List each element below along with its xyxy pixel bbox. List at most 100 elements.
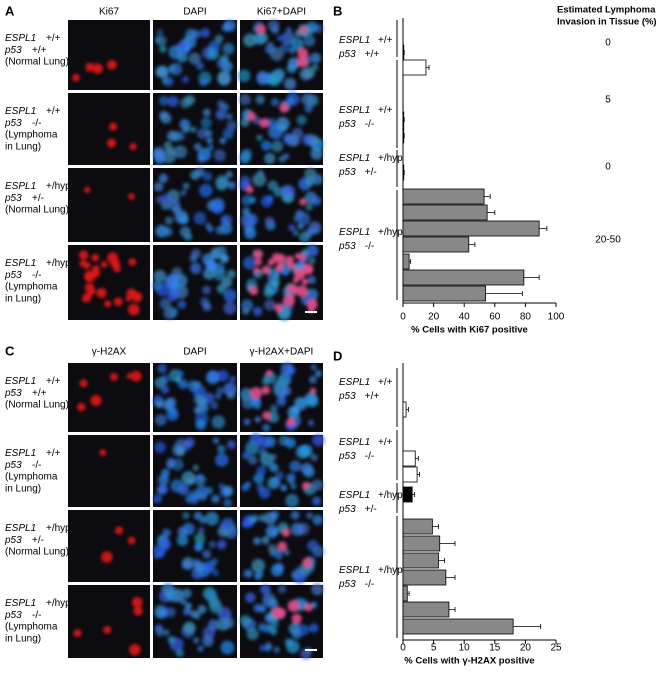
nucleus [154, 414, 167, 426]
stained-cell [291, 613, 302, 624]
cells [241, 432, 325, 508]
invasion-value: 0 [605, 38, 611, 49]
bar [402, 236, 470, 253]
column-title: Ki67+DAPI [257, 7, 306, 18]
nucleus [270, 47, 284, 62]
nucleus [154, 441, 166, 453]
cells [152, 437, 236, 508]
nucleus [191, 248, 201, 259]
stained-cell [246, 185, 254, 194]
nucleus [197, 474, 205, 482]
genotype: +/hyp [46, 523, 71, 534]
error-bar [513, 624, 542, 629]
nucleus [168, 45, 183, 60]
stained-cell [79, 379, 88, 388]
stained-cell [84, 282, 95, 293]
bar [402, 253, 410, 270]
nucleus [221, 217, 228, 224]
nucleus [226, 391, 236, 400]
nucleus [158, 95, 169, 106]
genotype-label: p53 +/+ [338, 391, 379, 402]
stained-cell [72, 73, 80, 82]
genotype-label: ESPL1 +/+ [5, 376, 61, 387]
cells [239, 167, 323, 243]
invasion-value: 5 [605, 95, 611, 106]
nucleus [268, 19, 280, 32]
nucleus [268, 598, 279, 609]
bar [402, 486, 413, 503]
genotype-label: ESPL1 +/+ [339, 437, 393, 448]
stained-cell [131, 597, 143, 608]
nucleus [216, 386, 224, 395]
nucleus [190, 126, 197, 133]
genotype: +/+ [365, 391, 380, 402]
micrograph-bg [68, 20, 150, 90]
nucleus [152, 280, 163, 291]
micrograph [239, 583, 324, 660]
nucleus [306, 539, 319, 552]
genotype: +/- [32, 535, 44, 546]
stained-cell [294, 253, 301, 260]
genotype-label: p53 +/- [4, 535, 44, 546]
genotype-label: p53 -/- [338, 119, 374, 130]
nucleus [243, 569, 253, 579]
error-bar [448, 607, 456, 612]
gene-name: p53 [338, 579, 356, 590]
nucleus [172, 205, 182, 216]
nucleus [166, 457, 176, 467]
micrograph [240, 510, 324, 584]
genotype: +/hyp [46, 598, 71, 609]
nucleus [299, 68, 312, 81]
bar [402, 618, 514, 635]
nucleus [193, 394, 205, 406]
stained-cell [259, 118, 270, 128]
nucleus [215, 175, 229, 189]
nucleus [222, 485, 234, 497]
gene-name: ESPL1 [5, 448, 36, 459]
nucleus [180, 189, 187, 196]
nucleus [207, 144, 214, 151]
micrograph-bg [68, 510, 150, 582]
bar [402, 44, 405, 61]
stained-cell [279, 103, 289, 113]
nucleus [305, 394, 319, 408]
nucleus [292, 229, 300, 237]
nucleus [199, 183, 213, 198]
nucleus [286, 639, 300, 654]
nucleus [243, 33, 257, 48]
nucleus [260, 584, 271, 595]
nucleus [193, 211, 207, 225]
nucleus [307, 275, 316, 284]
error-bar [485, 291, 523, 296]
nucleus [180, 598, 187, 605]
nucleus [159, 110, 169, 121]
genotype: +/hyp [378, 490, 403, 501]
bar [402, 111, 405, 128]
micrograph [68, 435, 150, 507]
stained-cell [246, 111, 256, 121]
x-tick-label: 0 [400, 312, 406, 323]
cells [72, 60, 117, 82]
nucleus [173, 145, 187, 159]
stained-cell [299, 198, 307, 206]
nucleus [194, 560, 206, 572]
nucleus [241, 483, 250, 492]
cells [241, 510, 324, 584]
error-bar [438, 558, 446, 563]
genotype: +/+ [378, 105, 393, 116]
nucleus [168, 64, 177, 73]
micrograph [152, 435, 237, 508]
stained-cell [297, 47, 309, 59]
x-tick-label: 40 [459, 312, 471, 323]
stained-cell [301, 481, 310, 490]
tissue-label: (Normal Lung) [5, 57, 69, 68]
micrograph [68, 510, 150, 582]
nucleus [276, 34, 284, 42]
stained-cell [96, 287, 107, 299]
nucleus [159, 298, 172, 310]
nucleus [206, 225, 214, 233]
stained-cell [73, 629, 82, 638]
nucleus [246, 628, 259, 641]
bar [402, 204, 488, 221]
stained-cell [131, 370, 142, 382]
